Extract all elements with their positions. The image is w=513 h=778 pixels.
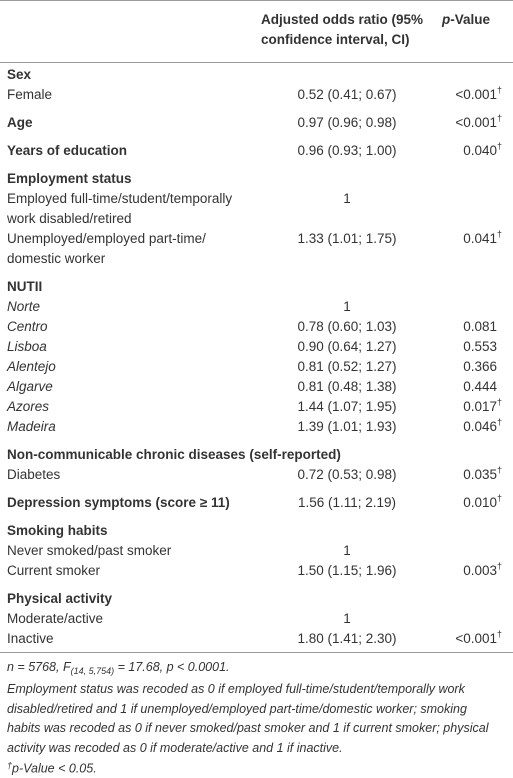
row-label: Never smoked/past smoker <box>7 543 172 558</box>
p-value: 0.035 † <box>463 465 502 484</box>
significance-mark: † <box>497 229 503 239</box>
significance-mark: † <box>497 465 503 475</box>
row-label: Inactive <box>7 631 54 646</box>
footnote-mark: † <box>7 760 13 771</box>
p-value: 0.010 † <box>463 493 502 512</box>
bottom-rule <box>0 652 513 653</box>
odds-ratio: 1.56 (1.11; 2.19) <box>297 495 397 510</box>
header-rule <box>0 62 513 63</box>
odds-ratio: 1.50 (1.15; 1.96) <box>297 563 397 578</box>
significance-mark: † <box>497 141 503 151</box>
significance-mark: † <box>497 629 503 639</box>
p-value: 0.040 † <box>463 141 502 160</box>
row-label: domestic worker <box>7 251 106 266</box>
row-label: Moderate/active <box>7 611 104 626</box>
odds-ratio: 0.72 (0.53; 0.98) <box>297 467 397 482</box>
p-value: <0.001 † <box>455 113 502 132</box>
or-header-line: Adjusted odds ratio (95% <box>261 12 424 27</box>
row-label: Age <box>7 115 33 130</box>
odds-ratio: 1.44 (1.07; 1.95) <box>297 399 397 414</box>
p-value: 0.017 † <box>463 397 502 416</box>
significance-mark: † <box>497 561 503 571</box>
footnote-sub: (14, 5,754) <box>70 666 115 676</box>
row-label: work disabled/retired <box>7 211 132 226</box>
odds-ratio: 0.81 (0.48; 1.38) <box>297 379 397 394</box>
top-rule <box>0 0 513 1</box>
significance-mark: † <box>497 417 503 427</box>
row-label: Azores <box>7 399 50 414</box>
odds-ratio: 0.81 (0.52; 1.27) <box>297 359 397 374</box>
significance-mark: † <box>497 113 503 123</box>
odds-ratio: 1.33 (1.01; 1.75) <box>297 231 397 246</box>
significance-mark: † <box>497 397 503 407</box>
footnote-stats: n = 5768, F(14, 5,754) = 17.68, p < 0.00… <box>7 658 230 680</box>
odds-ratio: 1.39 (1.01; 1.93) <box>297 419 397 434</box>
row-label: Unemployed/employed part-time/ <box>7 231 206 246</box>
odds-ratio: 1 <box>343 543 351 558</box>
odds-ratio: 0.78 (0.60; 1.03) <box>297 319 397 334</box>
row-label: Sex <box>7 67 32 82</box>
row-label: Norte <box>7 299 41 314</box>
p-header-text: -Value <box>450 12 491 27</box>
row-label: Alentejo <box>7 359 56 374</box>
footnote-line: Employment status was recoded as 0 if em… <box>7 682 465 696</box>
p-value: <0.001 † <box>455 85 502 104</box>
p-value: 0.046 † <box>463 417 502 436</box>
row-label: Smoking habits <box>7 523 108 538</box>
row-label: Lisboa <box>7 339 47 354</box>
row-label: Algarve <box>7 379 53 394</box>
row-label: Female <box>7 87 53 102</box>
row-label: Employment status <box>7 171 132 186</box>
row-label: Physical activity <box>7 591 113 606</box>
odds-ratio: 0.96 (0.93; 1.00) <box>297 143 397 158</box>
row-label: Centro <box>7 319 48 334</box>
footnote-line: habits was recoded as 0 if never smoked/… <box>7 721 489 735</box>
odds-ratio: 1.80 (1.41; 2.30) <box>297 631 397 646</box>
row-label: Diabetes <box>7 467 61 482</box>
row-label: Non-communicable chronic diseases (self-… <box>7 447 341 462</box>
p-value: 0.553 <box>463 339 497 354</box>
p-header: p-Value <box>442 11 490 29</box>
footnote-line: disabled/retired and 1 if unemployed/emp… <box>7 701 467 716</box>
row-label: Years of education <box>7 143 128 158</box>
footnote-text: n = 5768, F <box>7 660 71 674</box>
row-label: NUTII <box>7 279 43 294</box>
odds-ratio: 1 <box>343 299 351 314</box>
odds-ratio: 0.97 (0.96; 0.98) <box>297 115 397 130</box>
footnote-significance: †p-Value < 0.05. <box>7 757 97 778</box>
p-header-italic: p <box>442 12 451 27</box>
p-value: 0.003 † <box>463 561 502 580</box>
or-header-line: confidence interval, CI) <box>261 32 410 47</box>
footnote-text: p-Value < 0.05. <box>12 761 97 776</box>
significance-mark: † <box>497 85 503 95</box>
footnote-line: activity was recoded as 0 if moderate/ac… <box>7 740 343 755</box>
p-value: 0.444 <box>463 379 497 394</box>
p-value: 0.081 <box>463 319 497 334</box>
significance-mark: † <box>497 493 503 503</box>
p-value: 0.041 † <box>463 229 502 248</box>
odds-ratio: 1 <box>343 191 351 206</box>
p-value: <0.001 † <box>455 629 502 648</box>
odds-ratio: 0.52 (0.41; 0.67) <box>297 87 397 102</box>
row-label: Employed full-time/student/temporally <box>7 191 233 206</box>
row-label: Madeira <box>7 419 56 434</box>
odds-ratio: 0.90 (0.64; 1.27) <box>297 339 397 354</box>
footnote-text: = 17.68, p < 0.0001. <box>114 660 230 674</box>
row-label: Current smoker <box>7 563 101 578</box>
p-value: 0.366 <box>463 359 497 374</box>
row-label: Depression symptoms (score ≥ 11) <box>7 495 230 510</box>
odds-ratio: 1 <box>343 611 351 626</box>
